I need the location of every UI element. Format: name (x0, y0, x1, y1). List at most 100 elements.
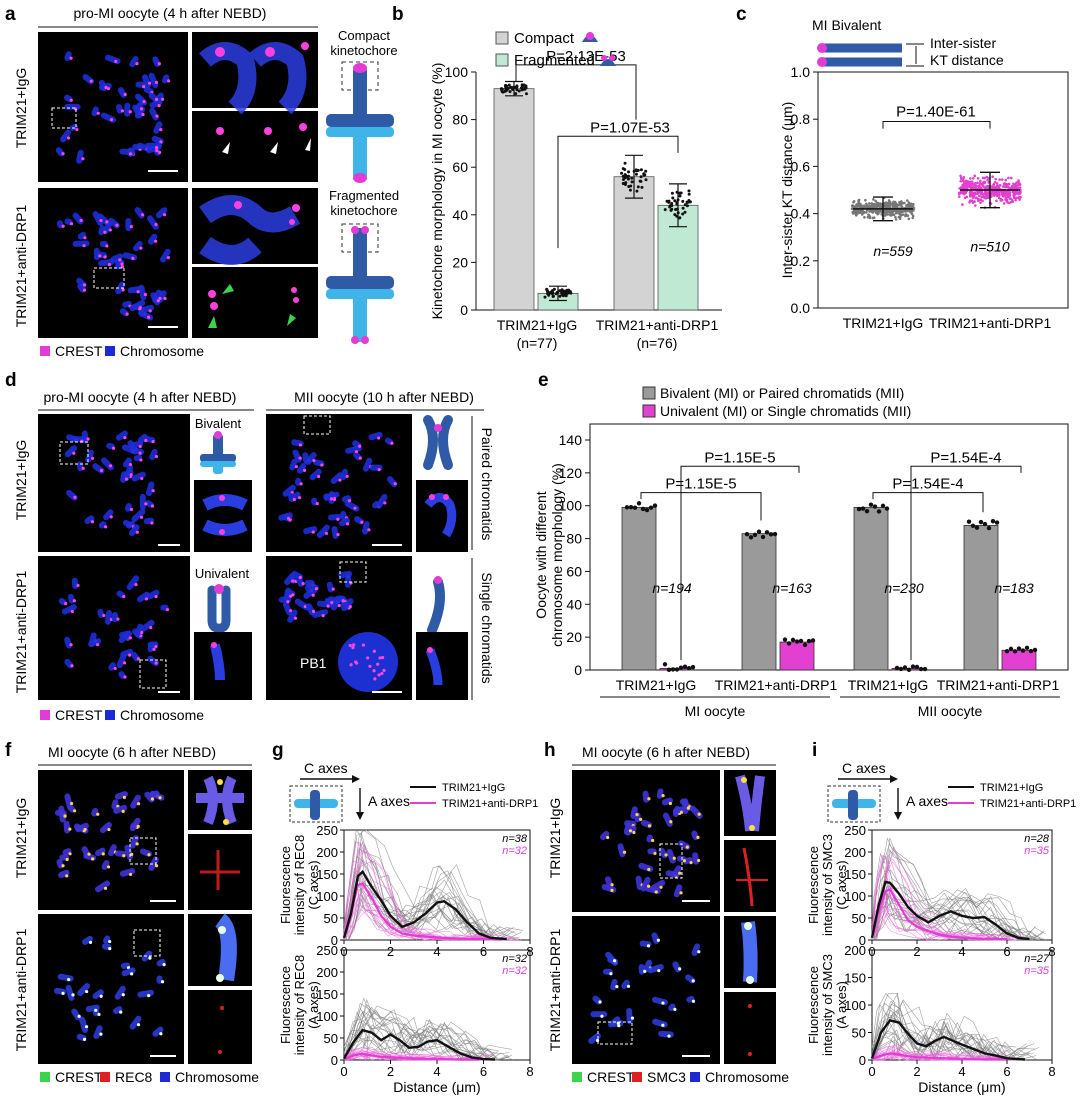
kinetochore-dot (140, 213, 145, 217)
kinetochore-dot (99, 994, 103, 998)
y-tick-label: 100 (316, 1009, 338, 1024)
chromosome-blob (113, 804, 128, 814)
kinetochore-dot (139, 246, 143, 250)
data-dot (978, 182, 982, 186)
mean-profile-drp1 (342, 882, 503, 941)
data-dot (999, 199, 1003, 202)
kinetochore-dot (136, 290, 140, 294)
kinetochore-dot (336, 532, 340, 537)
bar (963, 525, 999, 671)
data-dot (1016, 646, 1022, 651)
data-dot (888, 203, 892, 207)
panel-letter-h: h (544, 740, 556, 761)
pb1-dot (372, 669, 376, 673)
kinetochore-dot (128, 872, 133, 877)
y-tick-label: 1.0 (791, 64, 811, 80)
y-tick-label: 20 (452, 254, 468, 270)
profile-trace (347, 1021, 510, 1061)
data-dot (668, 205, 672, 209)
kinetochore-dot (661, 1001, 665, 1005)
chromosome-blob (155, 207, 168, 219)
plot-frame (817, 71, 1069, 309)
kinetochore-dot (338, 478, 342, 482)
legend-swatch (495, 31, 509, 45)
p-value-label: P=1.07E-53 (590, 119, 670, 136)
y-axis-title: intensity of REC8 (292, 835, 307, 935)
kinetochore-dot (157, 104, 161, 108)
data-dot (1014, 198, 1017, 202)
kinetochore-dot (77, 1014, 81, 1018)
kinetochore-dot (88, 940, 93, 945)
scheme-box (289, 785, 343, 823)
x-tick-label: 4 (433, 1064, 440, 1079)
kinetochore-dot (367, 528, 371, 532)
scheme-label-fragmented: Fragmented kinetochore (329, 188, 399, 218)
a-axes-label: A axes (906, 793, 948, 809)
kinetochore-dot (135, 62, 139, 66)
data-dot (986, 184, 990, 188)
data-dot (507, 83, 511, 87)
profile-trace (871, 1026, 1019, 1061)
kinetochore-dot (103, 230, 107, 234)
data-dot (964, 191, 968, 195)
pb1-dot (368, 664, 372, 668)
y-axis-title: (A axes) (834, 981, 849, 1029)
chromosome-blob (64, 793, 73, 810)
kinetochore-dot (75, 127, 79, 132)
x-tick-label: TRIM21+anti-DRP1 (715, 677, 838, 693)
data-dot (864, 211, 868, 214)
kinetochore-dot (136, 1023, 141, 1027)
arrow-head (894, 812, 902, 820)
kinetochore-dot (293, 616, 297, 620)
x-tick-label: 4 (433, 944, 440, 959)
kinetochore-dot (99, 468, 104, 473)
kinetochore-dot (65, 874, 69, 878)
pb1-dot (351, 645, 355, 650)
chromosome-blob (71, 577, 79, 590)
data-dot (918, 666, 924, 672)
kinetochore-dot (109, 118, 114, 122)
kinetochore-dot (630, 1016, 635, 1020)
kinetochore-dot (102, 613, 106, 618)
data-dot (967, 183, 971, 187)
zoom-box-a-drp1 (93, 267, 125, 289)
data-dot (906, 203, 910, 207)
data-dot (558, 294, 562, 298)
data-dot (911, 202, 915, 206)
data-dot (877, 212, 880, 215)
kinetochore-dot (291, 593, 295, 597)
panel-letter-e: e (538, 370, 549, 391)
kinetochore-dot (299, 482, 303, 486)
kinetochore-dot (664, 853, 668, 857)
kinetochore-dot (136, 802, 141, 806)
kinetochore-dot (686, 806, 690, 810)
profile-trace (871, 889, 990, 941)
data-dot (652, 503, 658, 508)
data-dot (874, 209, 878, 212)
data-dot (872, 504, 878, 509)
data-dot (670, 191, 674, 195)
panel-h-row1-label: TRIM21+IgG (547, 798, 563, 879)
bivalent-scheme-compact (326, 61, 394, 183)
data-dot (515, 85, 519, 89)
kinetochore-dot (130, 852, 134, 856)
chromosome-blob (671, 865, 682, 878)
data-dot (552, 287, 556, 291)
data-dot (630, 176, 634, 180)
univalent-icon (207, 585, 231, 633)
y-tick-label: 60 (566, 563, 582, 579)
data-dot (675, 190, 679, 194)
kinetochore-dot (329, 497, 334, 501)
y-axis-title: (C axes) (834, 860, 849, 909)
data-dot (1000, 178, 1004, 181)
profile-trace (871, 871, 1016, 938)
chromosome-blob (160, 248, 171, 263)
kinetochore-dot (125, 477, 129, 481)
data-dot (957, 195, 961, 198)
data-dot (1004, 178, 1008, 182)
data-dot (868, 216, 872, 220)
data-dot (852, 200, 856, 203)
p-value-label: P=1.40E-61 (896, 104, 976, 121)
chromosome-blob (312, 609, 329, 618)
data-dot (1012, 649, 1018, 654)
